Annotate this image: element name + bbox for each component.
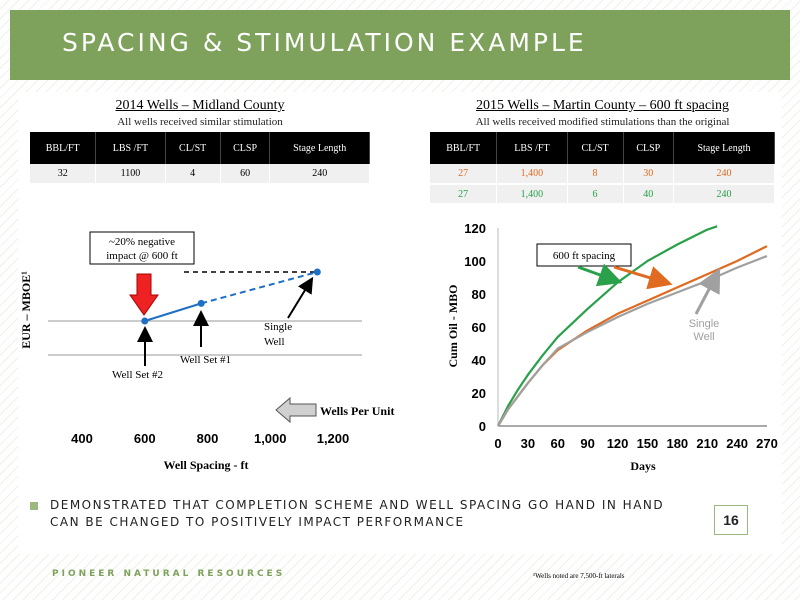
table-cell: 1100 [95,164,166,185]
table-2015: BBL/FT LBS /FT CL/ST CLSP Stage Length 2… [430,132,776,205]
table-row: 27 1,400 6 40 240 [430,184,776,205]
table-cell: 240 [673,164,776,185]
table-cell: 1,400 [496,184,568,205]
eur-x-tick-label: 400 [71,431,93,446]
table-2015-subtitle: All wells received modified stimulations… [475,116,730,128]
table-2015-header: CLSP [623,132,674,164]
eur-data-point [141,317,149,325]
eur-data-point [197,299,205,307]
table-cell: 27 [430,164,498,185]
table-cell: 40 [623,184,674,205]
wells-per-unit-label: Wells Per Unit [320,404,394,418]
eur-y-axis-label: EUR – MBOE¹ [19,271,33,349]
cum-y-tick-label: 60 [472,320,486,335]
table-2015-header: LBS /FT [496,132,568,164]
table-2014-subtitle: All wells received similar stimulation [117,116,283,128]
cum-y-ticks: 0 20 40 60 80 100 120 [464,221,486,434]
cum-x-tick-label: 0 [494,436,501,451]
negative-impact-arrow-icon [129,273,159,316]
single-well-label-line1: Single [264,321,292,333]
well-set-1-label: Well Set #1 [180,354,231,366]
cum-y-tick-label: 20 [472,386,486,401]
single-well-arrow-icon [287,276,314,319]
table-2015-title: 2015 Wells – Martin County – 600 ft spac… [476,98,729,113]
table-cell: 240 [269,164,370,185]
table-row: 32 1100 4 60 240 [30,164,370,185]
eur-x-tick-label: 800 [197,431,219,446]
cum-y-tick-label: 0 [479,419,486,434]
table-2014-title: 2014 Wells – Midland County [115,98,285,113]
cum-x-tick-label: 30 [521,436,535,451]
cum-series-line-0 [497,225,718,427]
gray-series-arrow-icon [694,268,721,315]
single-well-series-label-line1: Single [689,318,720,330]
table-cell: 1,400 [496,164,568,185]
single-well-label-line2: Well [264,336,285,348]
single-well-series-label-line2: Well [693,331,714,343]
table-cell: 6 [567,184,624,205]
eur-x-tick-label: 1,200 [317,431,350,446]
table-cell: 8 [567,164,624,185]
eur-x-tick-label: 1,000 [254,431,287,446]
table-cell: 60 [220,164,271,185]
table-2015-header: CL/ST [567,132,624,164]
table-cell: 27 [430,184,498,205]
table-2015-header: BBL/FT [430,132,498,164]
well-set-2-label: Well Set #2 [112,369,163,381]
cum-y-tick-label: 80 [472,287,486,302]
orange-series-arrow-icon [613,265,673,290]
green-series-arrow-icon [577,263,623,287]
cum-gridlines [497,228,767,427]
cum-x-tick-label: 60 [551,436,565,451]
cum-y-tick-label: 40 [472,353,486,368]
eur-solid-segment [144,302,202,322]
cum-x-tick-label: 90 [580,436,594,451]
cum-x-ticks: 0 30 60 90 120 150 180 210 240 270 [494,436,777,451]
eur-spacing-chart: ~20% negative impact @ 600 ft Well Set #… [19,231,394,472]
table-2014-header: CL/ST [165,132,221,164]
cum-x-axis-label: Days [630,459,656,473]
eur-x-axis-label: Well Spacing - ft [163,458,248,472]
key-takeaway-text: DEMONSTRATED THAT COMPLETION SCHEME AND … [50,498,665,529]
cum-x-tick-label: 240 [726,436,748,451]
table-2015-header: Stage Length [673,132,776,164]
cum-x-tick-label: 150 [637,436,659,451]
slide-header: SPACING & STIMULATION EXAMPLE [10,10,790,80]
cum-x-tick-label: 270 [756,436,778,451]
table-cell: 32 [30,164,97,185]
table-2014-header: CLSP [220,132,271,164]
table-cell: 30 [623,164,674,185]
page-number: 16 [714,505,748,535]
cum-y-tick-label: 120 [464,221,486,236]
table-row: 27 1,400 8 30 240 [430,164,776,185]
wells-per-unit-arrow-icon [275,396,317,424]
table-2014-header: LBS /FT [95,132,166,164]
spacing-callout-label: 600 ft spacing [553,250,616,262]
spacing-callout-box [536,243,632,267]
footnote: ¹Wells noted are 7,500-ft laterals [533,572,625,580]
eur-data-point [313,268,321,276]
cum-y-axis-label: Cum Oil - MBO [446,285,460,368]
table-2014: BBL/FT LBS /FT CL/ST CLSP Stage Length 3… [30,132,370,185]
table-2014-header: BBL/FT [30,132,97,164]
bullet-icon [30,502,38,510]
eur-x-tick-label: 600 [134,431,156,446]
cum-x-tick-label: 210 [696,436,718,451]
cum-x-tick-label: 180 [666,436,688,451]
table-2014-header: Stage Length [269,132,370,164]
impact-callout-line2: impact @ 600 ft [106,250,178,262]
company-brand: PIONEER NATURAL RESOURCES [52,569,286,579]
cum-y-tick-label: 100 [464,254,486,269]
impact-callout-box [89,231,195,265]
impact-callout-line1: ~20% negative [109,236,175,248]
slide-title: SPACING & STIMULATION EXAMPLE [62,28,587,57]
cum-series-line-2 [497,255,768,427]
eur-x-ticks: 400 600 800 1,000 1,200 [71,431,349,446]
table-cell: 4 [165,164,221,185]
cum-x-tick-label: 120 [607,436,629,451]
table-cell: 240 [673,184,776,205]
eur-series [141,268,321,325]
cum-oil-chart: 0 20 40 60 80 100 120 0 30 60 90 120 150 180 210 240 27… [446,221,778,473]
